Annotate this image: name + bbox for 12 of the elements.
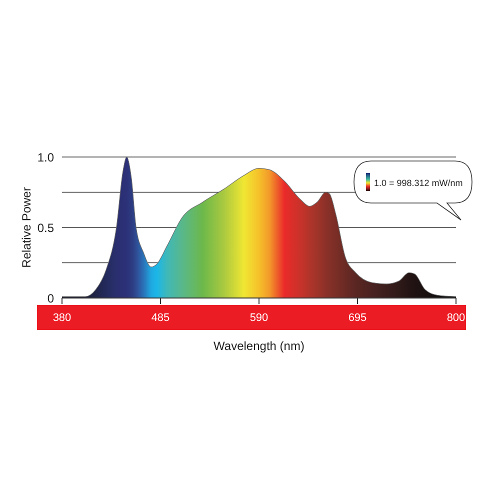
speech-bubble: 1.0 = 998.312 mW/nm (353, 160, 475, 222)
y-tick-label: 0.5 (37, 220, 54, 235)
x-tick-label: 380 (52, 312, 72, 324)
y-axis-title: Relative Power (19, 187, 34, 268)
x-tick-label: 800 (446, 312, 466, 324)
x-tick-label: 695 (348, 312, 367, 324)
x-axis-title: Wavelength (nm) (214, 339, 304, 353)
x-tick-label: 485 (151, 312, 170, 324)
annotation: 1.0 = 998.312 mW/nm (374, 178, 463, 188)
x-tick-label: 590 (250, 312, 268, 324)
y-tick-label: 0 (47, 291, 54, 306)
y-tick-label: 1.0 (37, 150, 54, 164)
